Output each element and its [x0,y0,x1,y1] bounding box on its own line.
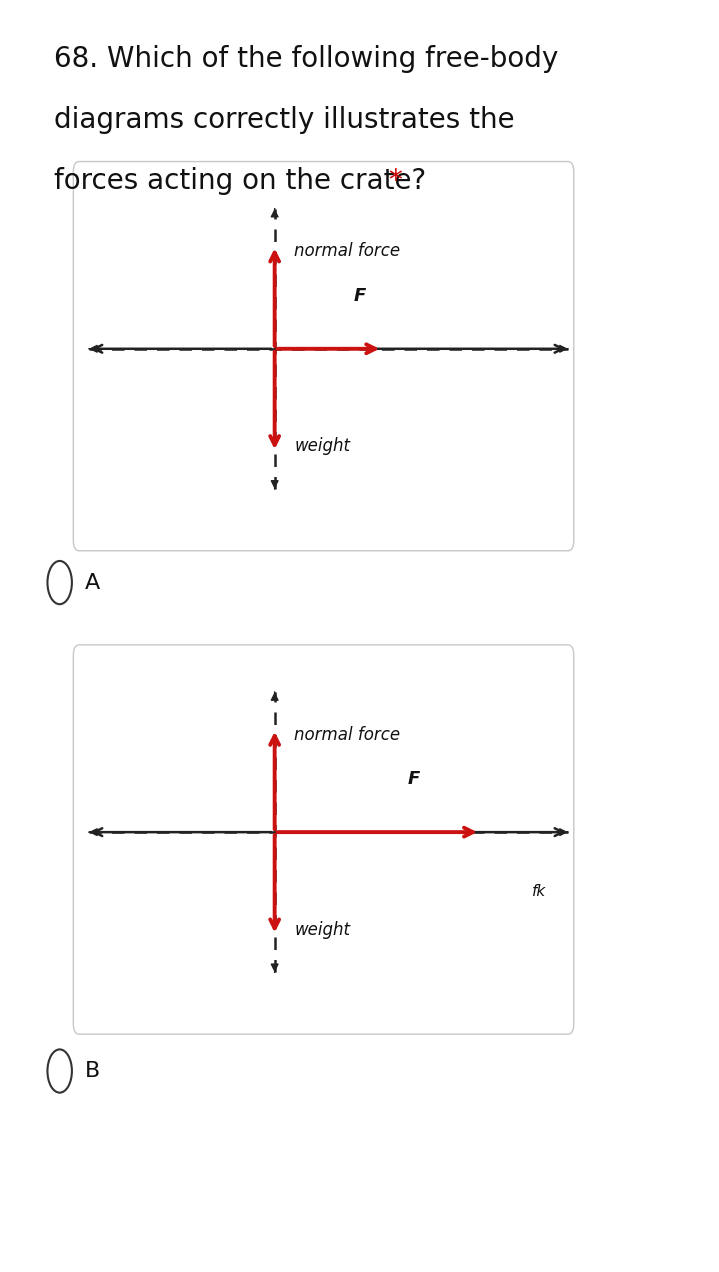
Text: B: B [85,1061,100,1081]
Text: F: F [353,286,366,304]
Text: weight: weight [294,438,350,455]
Text: fk: fk [531,884,546,899]
FancyBboxPatch shape [73,645,574,1034]
Text: normal force: normal force [294,725,400,744]
Circle shape [47,1049,72,1093]
Text: normal force: normal force [294,242,400,261]
Text: A: A [85,572,100,593]
Text: F: F [407,770,419,787]
Text: weight: weight [294,921,350,939]
Text: *: * [388,167,402,195]
Text: forces acting on the crate?: forces acting on the crate? [54,167,435,195]
Circle shape [47,561,72,604]
Text: 68. Which of the following free-body: 68. Which of the following free-body [54,45,558,73]
FancyBboxPatch shape [73,162,574,551]
Text: diagrams correctly illustrates the: diagrams correctly illustrates the [54,106,515,134]
